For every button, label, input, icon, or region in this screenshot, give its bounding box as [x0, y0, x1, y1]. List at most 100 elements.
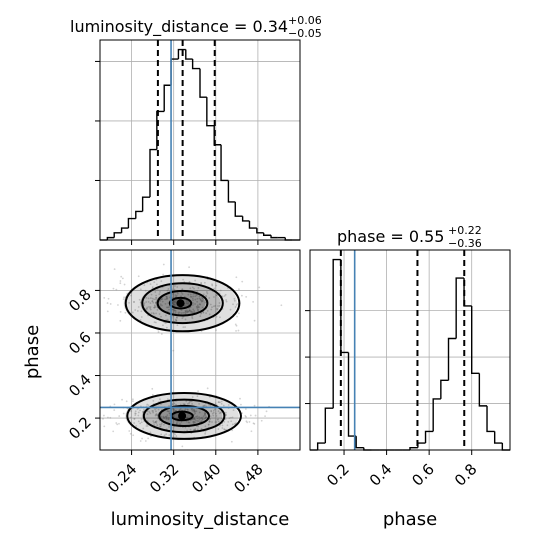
sample-point — [150, 312, 153, 315]
sample-point — [139, 301, 142, 304]
sample-point — [124, 311, 127, 314]
sample-point — [253, 319, 256, 322]
sample-point — [192, 299, 194, 302]
sample-point — [181, 317, 184, 320]
sample-point — [145, 301, 148, 303]
sample-point — [235, 422, 238, 424]
sample-point — [204, 413, 206, 416]
sample-point — [152, 420, 155, 423]
contour-line — [168, 296, 193, 310]
sample-point — [190, 310, 192, 312]
sample-point — [186, 402, 189, 405]
histogram-bin — [248, 220, 257, 229]
sample-point — [196, 428, 199, 431]
sample-point — [184, 318, 187, 321]
sample-point — [216, 418, 219, 421]
sample-point — [204, 301, 207, 304]
sample-point — [231, 416, 234, 419]
sample-point — [192, 417, 195, 420]
sample-point — [148, 411, 151, 413]
sample-point — [202, 415, 205, 418]
sample-point — [162, 423, 165, 426]
sample-point — [184, 312, 187, 315]
sample-point — [250, 430, 253, 433]
sample-point — [211, 412, 214, 415]
sample-point — [154, 414, 157, 417]
sample-point — [153, 312, 155, 315]
sample-point — [204, 430, 207, 433]
sample-point — [165, 415, 167, 418]
density-peak — [178, 411, 187, 420]
sample-point — [197, 390, 199, 393]
sample-point — [235, 276, 238, 279]
histogram-bin — [156, 110, 165, 150]
sample-point — [200, 300, 203, 303]
sample-point — [202, 311, 205, 314]
sample-point — [186, 311, 189, 314]
sample-point — [237, 312, 240, 315]
sample-point — [191, 310, 193, 313]
sample-point — [149, 283, 152, 286]
sample-point — [221, 424, 224, 427]
sample-point — [153, 306, 156, 309]
sample-point — [165, 314, 167, 317]
sample-point — [113, 268, 116, 270]
histogram-bin — [113, 232, 122, 238]
x-tick-label: 0.8 — [451, 460, 481, 490]
sample-point — [224, 418, 227, 420]
sample-point — [201, 296, 204, 299]
sample-point — [102, 414, 105, 417]
histogram-bin — [206, 97, 215, 127]
sample-point — [197, 425, 200, 428]
sample-point — [177, 420, 180, 423]
sample-point — [180, 291, 183, 294]
sample-point — [172, 315, 175, 318]
sample-point — [174, 310, 177, 312]
histogram-bin — [440, 379, 449, 399]
sample-point — [191, 311, 194, 314]
sample-point — [119, 319, 122, 322]
sample-point — [172, 349, 175, 352]
sample-point — [163, 434, 166, 437]
sample-point — [194, 428, 197, 430]
sample-point — [165, 433, 168, 436]
sample-point — [120, 275, 123, 278]
sample-point — [164, 302, 167, 305]
sample-point — [208, 420, 211, 422]
sample-point — [174, 294, 177, 297]
luminosity-distance-title: luminosity_distance = 0.34 — [70, 17, 288, 37]
contour-line — [141, 282, 224, 325]
sample-point — [192, 302, 194, 304]
sample-point — [159, 425, 161, 428]
phase-title: phase = 0.55 — [337, 227, 444, 246]
sample-point — [245, 416, 247, 418]
sample-point — [192, 422, 195, 425]
sample-point — [219, 289, 222, 292]
sample-point — [224, 293, 227, 296]
sample-point — [165, 295, 168, 298]
sample-point — [161, 298, 164, 301]
sample-point — [139, 440, 142, 442]
y-tick-label: 0.8 — [65, 286, 95, 316]
sample-point — [201, 418, 204, 421]
sample-point — [173, 309, 176, 312]
sample-point — [152, 301, 155, 304]
sample-point — [204, 417, 206, 420]
sample-point — [142, 410, 145, 413]
sample-point — [154, 298, 157, 301]
sample-point — [144, 289, 147, 292]
contour-line — [158, 404, 210, 428]
sample-point — [113, 409, 116, 412]
x-axis-label-luminosity-distance: luminosity_distance — [111, 509, 290, 530]
sample-point — [199, 315, 202, 318]
sample-point — [161, 300, 164, 303]
sample-point — [142, 427, 145, 430]
sample-point — [200, 420, 203, 423]
sample-point — [133, 301, 135, 303]
sample-point — [205, 416, 208, 419]
sample-point — [234, 323, 237, 326]
histogram-bin — [135, 210, 143, 219]
luminosity-distance-histogram-panel — [95, 39, 301, 245]
sample-point — [117, 304, 119, 306]
sample-point — [103, 425, 106, 428]
